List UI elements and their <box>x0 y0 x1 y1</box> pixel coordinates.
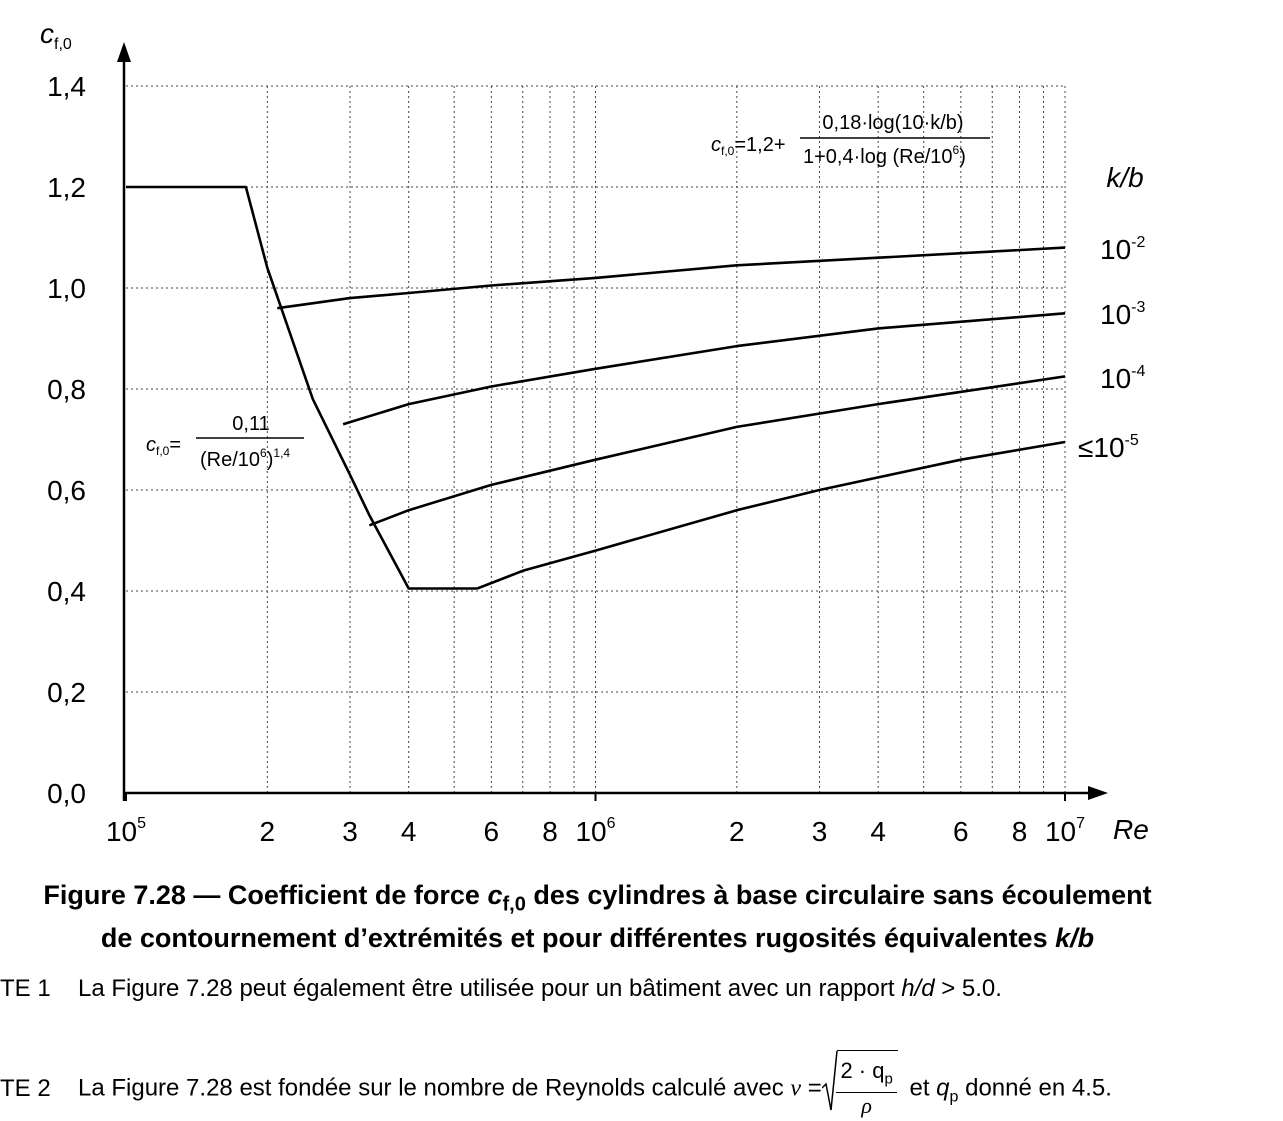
caption-line-1: Figure 7.28 — Coefficient de force cf,0 … <box>43 880 1152 916</box>
legend-label: ≤10-5 <box>1078 432 1139 463</box>
x-tick-label: 3 <box>342 816 358 847</box>
legend-label: 10-4 <box>1100 363 1145 394</box>
x-tick-label: 4 <box>870 816 886 847</box>
legend-label: 10-2 <box>1100 234 1145 265</box>
y-tick-labels: 0,0 0,2 0,4 0,6 0,8 1,0 1,2 1,4 <box>47 71 86 809</box>
svg-text:cf,0=: cf,0= <box>146 434 181 458</box>
formula-left-denominator: (Re/106)1,4 <box>200 446 290 471</box>
force-coefficient-chart: 0,0 0,2 0,4 0,6 0,8 1,0 1,2 1,4 105 2 3 4 6 8 106 2 3 4 6… <box>40 18 1149 847</box>
series-lines <box>126 185 1066 590</box>
x-tick-label: 6 <box>953 816 969 847</box>
y-tick-label: 0,8 <box>47 374 86 405</box>
series-line <box>342 312 1066 426</box>
y-tick-label: 0,2 <box>47 677 86 708</box>
sqrt-sign-icon <box>822 1050 839 1111</box>
series-line <box>277 246 1066 310</box>
y-axis-label: cf,0 <box>40 18 72 53</box>
y-tick-label: 0,4 <box>47 576 86 607</box>
y-tick-label: 1,2 <box>47 172 86 203</box>
formula-top-denominator: 1+0,4·log (Re/106) <box>803 143 966 168</box>
y-tick-label: 1,0 <box>47 273 86 304</box>
x-tick-label: 107 <box>1045 815 1085 847</box>
series-line <box>368 375 1066 527</box>
legend: k/b 10-2 10-3 10-4 ≤10-5 <box>1078 162 1145 463</box>
note-1: TE 1 La Figure 7.28 peut également être u… <box>0 975 1002 1002</box>
sqrt-expression: 2 · qp ρ <box>822 1050 898 1120</box>
svg-text:cf,0=1,2+: cf,0=1,2+ <box>711 134 786 158</box>
note-2-label: TE 2 <box>0 1074 51 1102</box>
x-axis-label: Re <box>1113 814 1149 845</box>
x-tick-label: 8 <box>1012 816 1028 847</box>
x-tick-labels: 105 2 3 4 6 8 106 2 3 4 6 8 107 <box>106 815 1085 847</box>
x-tick-label: 105 <box>106 815 146 847</box>
y-tick-label: 0,0 <box>47 778 86 809</box>
series-line <box>126 185 478 590</box>
x-axis-arrow <box>1088 786 1108 800</box>
note-1-label: TE 1 <box>0 975 51 1002</box>
formula-left-numerator: 0,11 <box>232 413 269 435</box>
x-tick-label: 8 <box>542 816 558 847</box>
caption-line-2: de contournement d’extrémités et pour di… <box>100 923 1095 954</box>
y-tick-label: 1,4 <box>47 71 86 102</box>
figure-caption: Figure 7.28 — Coefficient de force cf,0 … <box>0 878 1195 955</box>
sqrt-fraction: 2 · qp ρ <box>836 1058 897 1119</box>
x-tick-label: 2 <box>729 816 745 847</box>
x-tick-label: 106 <box>575 815 615 847</box>
y-axis-arrow <box>117 42 131 62</box>
y-tick-label: 0,6 <box>47 475 86 506</box>
formula-left: cf,0= 0,11 (Re/106)1,4 <box>146 413 304 471</box>
legend-label: 10-3 <box>1100 299 1145 330</box>
note-2: TE 2 La Figure 7.28 est fondée sur le nom… <box>0 1050 1112 1120</box>
formula-top-numerator: 0,18·log(10·k/b) <box>822 112 963 134</box>
x-tick-label: 2 <box>260 816 276 847</box>
formula-top: cf,0=1,2+ 0,18·log(10·k/b) 1+0,4·log (Re… <box>711 112 990 168</box>
legend-title: k/b <box>1106 162 1143 193</box>
series-line <box>476 440 1066 590</box>
grid <box>125 85 1066 801</box>
axes <box>117 42 1108 801</box>
x-tick-label: 4 <box>401 816 417 847</box>
x-tick-label: 6 <box>484 816 500 847</box>
x-tick-label: 3 <box>812 816 828 847</box>
